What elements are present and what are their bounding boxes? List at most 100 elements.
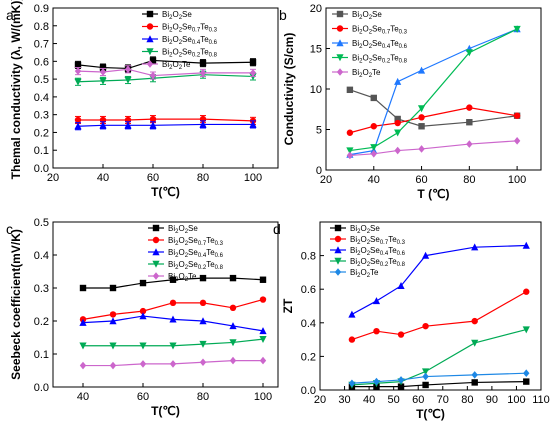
legend-marker <box>334 224 342 232</box>
series-line <box>349 140 518 157</box>
series-line <box>77 68 253 77</box>
x-tick-label: 80 <box>461 394 473 406</box>
data-point <box>259 356 267 365</box>
legend-entry: Bi2O2Se0.7Te0.3 <box>162 23 218 34</box>
legend-entry: Bi2O2Te <box>162 60 191 71</box>
y-axis-label: Themal conductivity (λ, W/(mK)) <box>9 0 23 179</box>
legend-marker <box>336 10 344 18</box>
data-point <box>199 340 207 348</box>
y-tick-label: 0.2 <box>301 351 316 363</box>
legend: Bi2O2SeBi2O2Se0.7Te0.3Bi2O2Se0.4Te0.6Bi2… <box>142 10 218 71</box>
y-axis-label: Conductivity (S/cm) <box>282 33 296 146</box>
panel-letter: b <box>279 7 287 23</box>
data-point <box>109 342 117 350</box>
series-line <box>351 244 527 315</box>
y-tick-label: 0.5 <box>34 217 49 229</box>
y-tick-label: 0.3 <box>34 283 49 295</box>
data-point <box>149 57 157 64</box>
data-point <box>169 360 177 368</box>
y-tick-label: 15 <box>310 44 322 56</box>
data-point <box>139 279 147 287</box>
data-point <box>169 299 177 307</box>
panel-letter: c <box>6 221 13 237</box>
data-point <box>199 299 207 307</box>
data-point <box>346 151 354 160</box>
y-tick-label: 0.5 <box>34 74 49 86</box>
data-point <box>513 25 521 33</box>
x-axis-label: T(℃) <box>151 185 180 199</box>
data-point <box>373 377 380 386</box>
y-tick-label: 0 <box>316 165 322 177</box>
data-point <box>370 94 377 102</box>
data-point <box>249 69 257 77</box>
plot-frame <box>52 7 279 169</box>
y-tick-label: 5 <box>316 125 322 137</box>
data-point <box>229 339 237 347</box>
data-point <box>259 327 267 335</box>
y-tick-label: 0.1 <box>34 349 49 361</box>
data-point <box>397 282 405 290</box>
y-tick-label: 0.4 <box>34 250 49 262</box>
series-line <box>351 291 527 341</box>
data-point <box>418 123 425 130</box>
y-tick-label: 0.8 <box>34 21 49 33</box>
x-tick-label: 80 <box>197 172 209 184</box>
x-tick-label: 80 <box>463 174 475 186</box>
legend-entry: Bi2O2Te <box>168 272 197 283</box>
series-2 <box>74 120 257 131</box>
data-point <box>397 383 405 390</box>
data-point <box>199 358 207 367</box>
data-point <box>522 326 530 334</box>
series-line <box>77 59 254 70</box>
data-point <box>149 121 157 129</box>
panel-d: 20 30 40 50 60 70 80 90 100 110 0.0 0.2 0.4 0.6 0.8 T(℃… <box>273 221 550 421</box>
data-point <box>346 129 354 136</box>
legend: Bi2O2SeBi2O2Se0.7Te0.3Bi2O2Se0.4Te0.6Bi2… <box>330 224 406 279</box>
legend-entry: Bi2O2Se <box>168 224 198 235</box>
legend-marker <box>334 246 342 254</box>
data-point <box>199 120 207 128</box>
data-point <box>249 59 257 66</box>
data-point <box>139 342 147 350</box>
y-tick-label: 20 <box>310 3 322 15</box>
x-tick-label: 40 <box>77 391 89 403</box>
data-point <box>471 379 478 386</box>
series-4 <box>79 356 267 370</box>
x-tick-label: 40 <box>368 174 380 186</box>
x-tick-label: 20 <box>314 394 326 406</box>
series-line <box>78 118 254 122</box>
data-point <box>370 150 377 158</box>
x-tick-label: 20 <box>47 172 59 184</box>
panel-b: 20 40 60 80 100 0 5 10 15 20 T (℃) Conductivity (S/… <box>279 3 542 201</box>
y-tick-label: 0.0 <box>34 163 49 175</box>
y-tick-label: 0.2 <box>34 127 49 139</box>
x-axis-label: T (℃) <box>417 187 449 201</box>
series-4 <box>348 369 530 388</box>
x-tick-label: 30 <box>338 394 350 406</box>
data-point <box>466 119 473 126</box>
data-point <box>417 66 426 74</box>
data-point <box>513 112 521 119</box>
x-tick-label: 60 <box>137 391 149 403</box>
y-axis-label: ZT <box>281 298 295 313</box>
data-point <box>523 369 530 377</box>
x-tick-label: 100 <box>507 394 525 406</box>
series-line <box>351 328 527 386</box>
legend-entry: Bi2O2Se0.4Te0.6 <box>168 248 224 259</box>
data-point <box>124 76 132 84</box>
data-point <box>422 372 429 381</box>
series-3 <box>346 25 521 155</box>
legend-entry: Bi2O2Te <box>350 268 379 279</box>
panel-letter: d <box>273 221 281 237</box>
legend-entry: Bi2O2Se <box>352 10 382 21</box>
data-point <box>124 121 132 129</box>
panel-letter: a <box>6 7 14 23</box>
data-point <box>229 356 237 365</box>
data-point <box>466 104 473 111</box>
legend-entry: Bi2O2Se0.4Te0.6 <box>352 39 408 50</box>
data-point <box>259 296 267 303</box>
plot-frame <box>319 221 542 391</box>
x-tick-label: 80 <box>197 391 209 403</box>
data-point <box>417 105 426 113</box>
series-line <box>349 28 518 156</box>
